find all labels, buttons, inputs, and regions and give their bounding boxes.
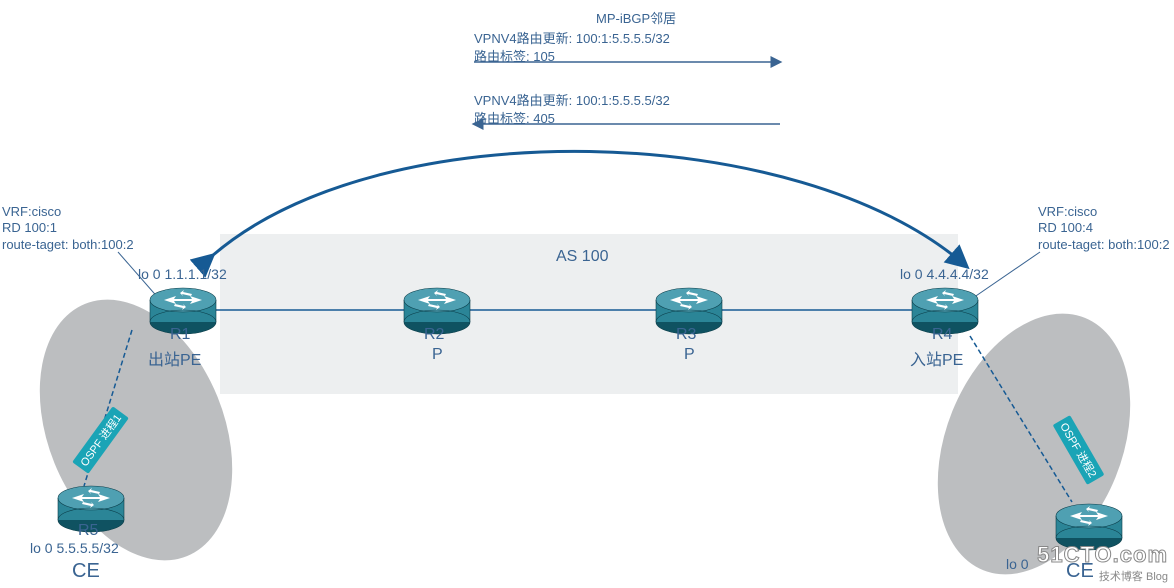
router-r4-label: R4 xyxy=(932,326,952,344)
router-r5-label: R5 xyxy=(78,522,98,540)
router-r2: R2P xyxy=(402,284,472,341)
router-r5-loopback: lo 0 5.5.5.5/32 xyxy=(30,540,119,556)
vrf-right-text: VRF:ciscoRD 100:4route-taget: both:100:2 xyxy=(1038,204,1170,253)
vrf-left-text: VRF:ciscoRD 100:1route-taget: both:100:2 xyxy=(2,204,134,253)
mp-ibgp-title: MP-iBGP邻居 xyxy=(596,8,676,27)
route-label-2: 路由标签: 405 xyxy=(474,108,555,127)
as-100-label: AS 100 xyxy=(556,248,608,266)
route-label-1: 路由标签: 105 xyxy=(474,46,555,65)
ospf-process-2-badge: OSPF 进程2 xyxy=(1053,415,1105,485)
watermark-sub: 技术博客 Blog xyxy=(1037,568,1168,584)
router-r3: R3P xyxy=(654,284,724,341)
router-r4-role: 入站PE xyxy=(910,346,963,370)
router-r2-role: P xyxy=(432,346,443,364)
watermark-domain: 51CTO.com xyxy=(1037,542,1168,568)
router-r3-label: R3 xyxy=(676,326,696,344)
router-r3-role: P xyxy=(684,346,695,364)
vpnv4-update-2: VPNV4路由更新: 100:1:5.5.5.5/32 xyxy=(474,90,670,109)
router-r1: lo 0 1.1.1.1/32 R1出站PE xyxy=(148,284,218,341)
router-r4: lo 0 4.4.4.4/32 R4入站PE xyxy=(910,284,980,341)
ospf-process-1-badge: OSPF 进程1 xyxy=(72,406,129,474)
router-r5-role: CE xyxy=(72,560,100,583)
watermark: 51CTO.com 技术博客 Blog xyxy=(1037,542,1168,584)
router-r1-loopback: lo 0 1.1.1.1/32 xyxy=(138,266,227,282)
router-r1-role: 出站PE xyxy=(148,346,201,370)
router-r1-label: R1 xyxy=(170,326,190,344)
vpnv4-update-1: VPNV4路由更新: 100:1:5.5.5.5/32 xyxy=(474,28,670,47)
router-r5: lo 0 5.5.5.5/32 R5CE xyxy=(56,482,126,539)
router-r2-label: R2 xyxy=(424,326,444,344)
router-r6-loopback: lo 0 xyxy=(1006,556,1029,572)
router-r4-loopback: lo 0 4.4.4.4/32 xyxy=(900,266,989,282)
